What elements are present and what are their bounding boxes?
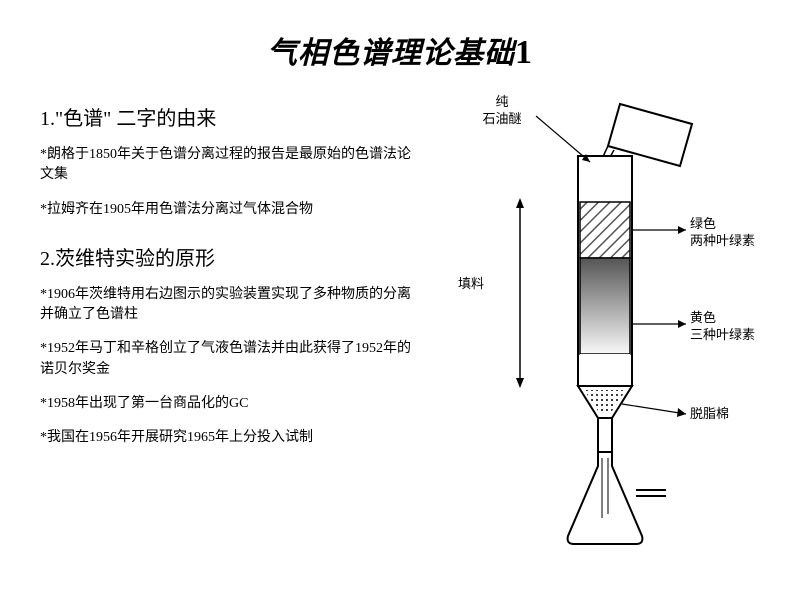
section-2-bullet: *我国在1956年开展研究1965年上分投入试制 (40, 428, 420, 448)
page-title: 气相色谱理论基础1 (40, 28, 760, 72)
label-packing: 填料 (458, 276, 484, 293)
text-column: 1."色谱" 二字的由来 *朗格于1850年关于色谱分离过程的报告是最原始的色谱… (40, 98, 420, 558)
column-icon (578, 156, 632, 452)
section-2-bullet: *1952年马丁和辛格创立了气液色谱法并由此获得了1952年的诺贝尔奖金 (40, 339, 420, 380)
label-yellow: 黄色 三种叶绿素 (690, 310, 755, 344)
packing-arrow-icon (516, 198, 524, 388)
diagram-column: 纯 石油醚 填料 绿色 两种叶绿素 黄色 三种叶绿素 脱脂棉 (430, 98, 770, 558)
slide: 气相色谱理论基础1 1."色谱" 二字的由来 *朗格于1850年关于色谱分离过程… (0, 0, 800, 600)
section-2-bullet: *1906年茨维特用右边图示的实验装置实现了多种物质的分离并确立了色谱柱 (40, 285, 420, 326)
section-2-heading: 2.茨维特实验的原形 (40, 242, 420, 271)
title-number: 1 (515, 34, 533, 71)
section-2-bullet: *1958年出现了第一台商品化的GC (40, 394, 420, 414)
content-row: 1."色谱" 二字的由来 *朗格于1850年关于色谱分离过程的报告是最原始的色谱… (40, 98, 760, 558)
section-1-heading: 1."色谱" 二字的由来 (40, 102, 420, 131)
label-top-solvent: 纯 石油醚 (472, 94, 532, 128)
section-1-bullet: *朗格于1850年关于色谱分离过程的报告是最原始的色谱法论文集 (40, 145, 420, 186)
label-green: 绿色 两种叶绿素 (690, 216, 755, 250)
section-1-bullet: *拉姆齐在1905年用色谱法分离过气体混合物 (40, 200, 420, 220)
label-cotton: 脱脂棉 (690, 406, 729, 423)
title-text: 气相色谱理论基础 (267, 37, 515, 70)
flask-icon (568, 452, 666, 544)
